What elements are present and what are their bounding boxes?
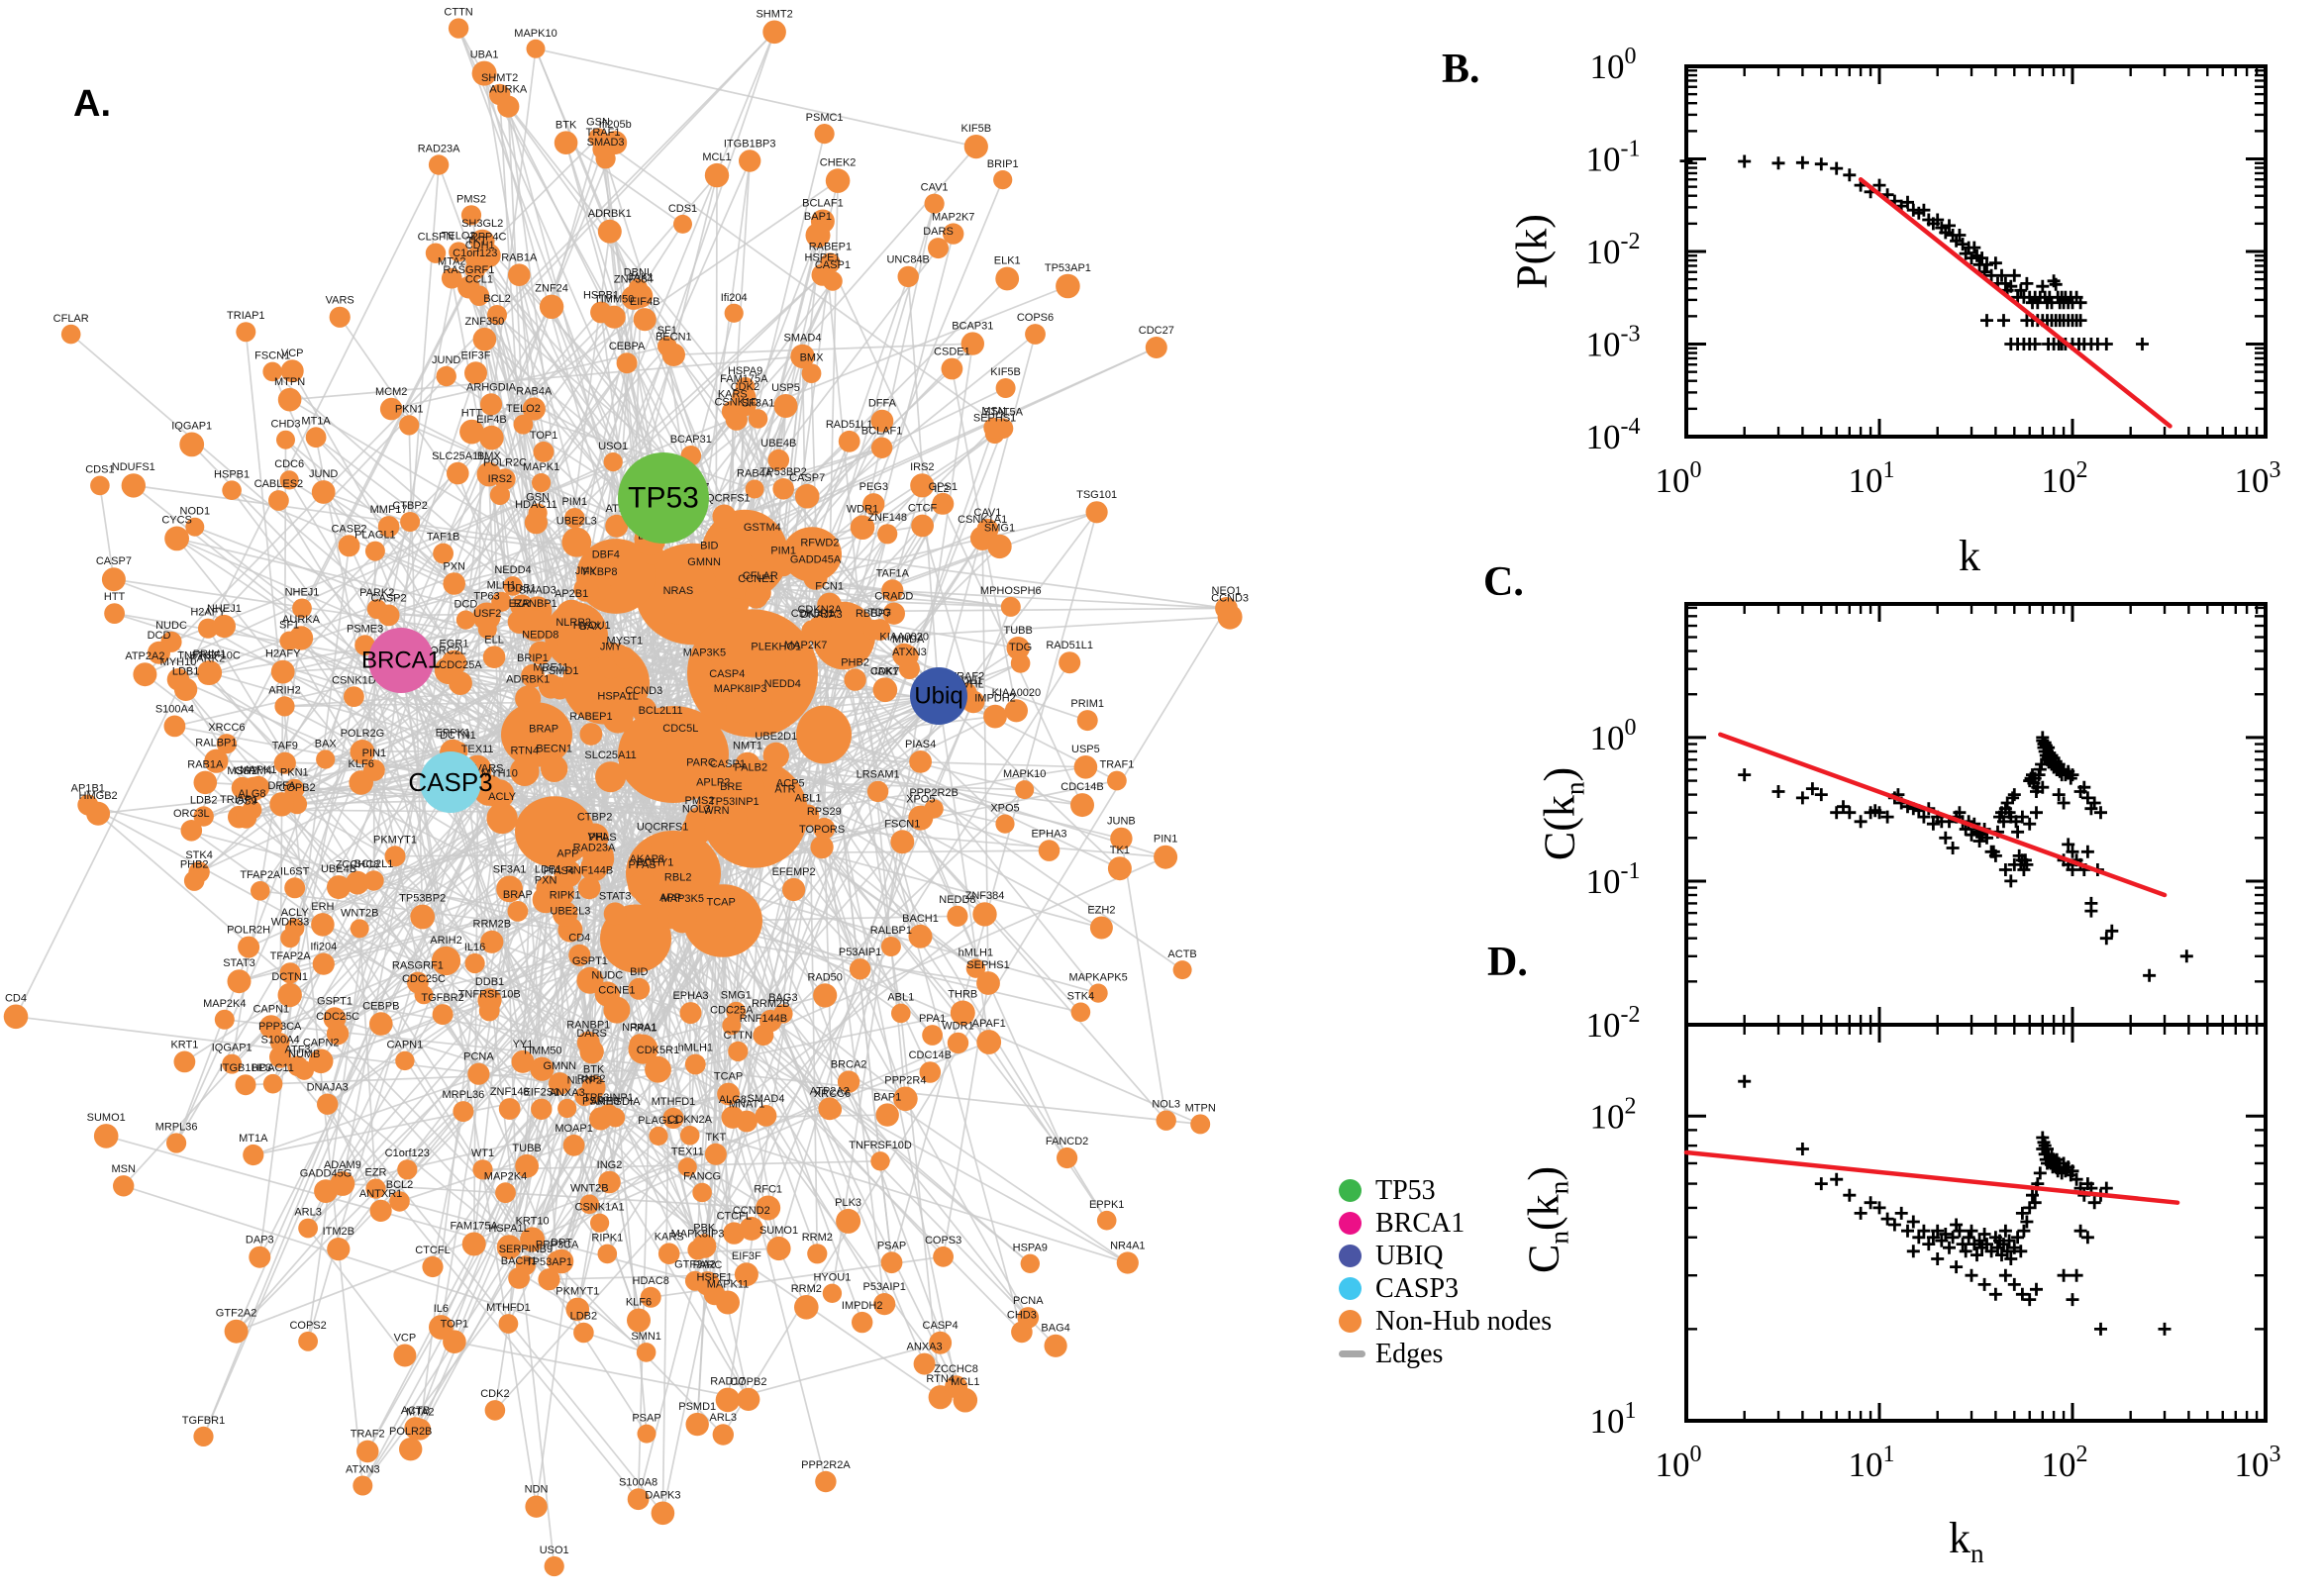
legend-item-non-hub-nodes: Non-Hub nodes — [1339, 1305, 1552, 1338]
edge-swatch-icon — [1339, 1350, 1365, 1357]
svg-text:10-1: 10-1 — [1586, 137, 1641, 179]
svg-text:102: 102 — [2042, 1442, 2088, 1484]
svg-text:100: 100 — [1656, 457, 1702, 500]
panel-b-xlabel: k — [1959, 532, 1980, 580]
svg-text:100: 100 — [1590, 44, 1637, 86]
legend-label: Non-Hub nodes — [1375, 1305, 1553, 1337]
svg-text:10-2: 10-2 — [1586, 1002, 1641, 1045]
panel-b-points — [1679, 154, 2149, 350]
network-hub-nodes: TP53 BRCA1 CASP3 Ubiq — [361, 452, 967, 813]
panel-a-label: A. — [73, 83, 111, 125]
node-swatch-icon — [1339, 1212, 1362, 1235]
panel-b-ylabel: P(k) — [1507, 214, 1557, 289]
network-nodes — [3, 18, 1243, 1577]
legend-label: Edges — [1375, 1338, 1444, 1369]
hub-node-tp53: TP53 — [618, 452, 709, 544]
node-swatch-icon — [1339, 1245, 1362, 1267]
svg-text:100: 100 — [1656, 1442, 1702, 1484]
legend-label: TP53 — [1375, 1174, 1436, 1206]
panel-c-chart: 100 10-1 10-2 — [1586, 602, 2268, 1045]
svg-text:100: 100 — [1590, 715, 1637, 757]
hub-node-ubiq: Ubiq — [910, 667, 967, 725]
legend: TP53 BRCA1 UBIQ CASP3 Non-Hub nodes Edges — [1339, 1174, 1552, 1370]
panel-c-points — [1738, 731, 2193, 982]
node-swatch-icon — [1339, 1310, 1362, 1333]
legend-label: CASP3 — [1375, 1272, 1460, 1304]
svg-text:102: 102 — [1590, 1093, 1637, 1136]
legend-item-ubiq: UBIQ — [1339, 1240, 1552, 1272]
svg-text:10-4: 10-4 — [1586, 414, 1641, 456]
legend-item-edges: Edges — [1339, 1338, 1552, 1370]
panel-d-points — [1738, 1074, 2172, 1336]
hub-node-casp3: CASP3 — [408, 751, 493, 813]
svg-text:103: 103 — [2235, 1442, 2281, 1484]
panel-d-label: D. — [1487, 940, 1528, 985]
panel-d-xlabel: kn — [1949, 1514, 1984, 1568]
svg-text:101: 101 — [1849, 1442, 1895, 1484]
svg-text:101: 101 — [1849, 457, 1895, 500]
panel-c-ylabel: C(kn) — [1535, 766, 1590, 861]
panel-c-fit-line — [1718, 732, 2168, 898]
node-swatch-icon — [1339, 1179, 1362, 1202]
hub-node-brca1: BRCA1 — [361, 628, 441, 693]
svg-text:101: 101 — [1590, 1398, 1637, 1441]
legend-label: BRCA1 — [1375, 1207, 1465, 1239]
panel-d-chart: 100 101 102 103 102 101 — [1590, 1023, 2281, 1484]
node-swatch-icon — [1339, 1277, 1362, 1300]
panel-b-fit-line — [1858, 176, 2172, 429]
panel-b-label: B. — [1442, 47, 1480, 92]
svg-text:102: 102 — [2042, 457, 2088, 500]
legend-item-brca1: BRCA1 — [1339, 1207, 1552, 1240]
svg-text:10-1: 10-1 — [1586, 858, 1641, 901]
network-node-labels: TCAPIfi204H2AFYZCCHC8CDS1hMLH1MRPL36BAP1… — [5, 6, 1249, 1556]
panel-b-chart: 100 101 102 103 100 10-1 10-2 10-3 10-4 — [1586, 44, 2281, 500]
panel-d-fit-line — [1683, 1149, 2180, 1205]
svg-text:103: 103 — [2235, 457, 2281, 500]
panel-c-label: C. — [1483, 559, 1524, 605]
legend-item-casp3: CASP3 — [1339, 1272, 1552, 1305]
svg-text:10-2: 10-2 — [1586, 229, 1641, 271]
svg-text:10-3: 10-3 — [1586, 322, 1641, 364]
legend-item-tp53: TP53 — [1339, 1174, 1552, 1207]
legend-label: UBIQ — [1375, 1240, 1444, 1271]
